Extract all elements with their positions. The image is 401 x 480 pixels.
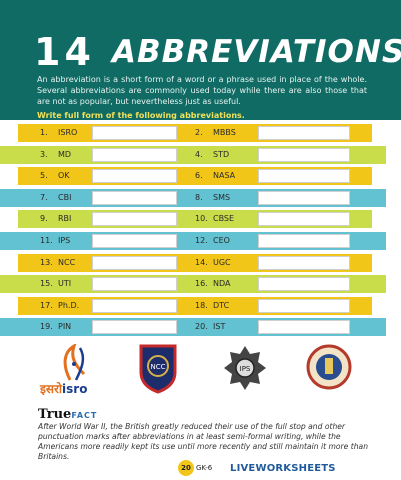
item-number: 7. <box>40 192 48 202</box>
isro-wordmark: इसरोisro <box>40 382 87 396</box>
table-row: 9. RBI 10. CBSE <box>18 210 372 229</box>
table-row: 5. OK 6. NASA <box>18 167 372 186</box>
abbreviation-label: CBI <box>58 192 72 202</box>
item-number: 15. <box>40 279 53 289</box>
item-number: 18. <box>195 300 208 310</box>
item-number: 20. <box>195 322 208 332</box>
ncc-emblem-icon: NCC <box>139 344 177 394</box>
table-row: 7. CBI 8. SMS <box>0 188 386 207</box>
page-label: GK-6 <box>196 464 213 472</box>
answer-box[interactable] <box>92 212 177 227</box>
answer-box[interactable] <box>258 255 350 270</box>
answer-box[interactable] <box>92 234 177 248</box>
answer-box[interactable] <box>92 190 177 205</box>
item-number: 12. <box>195 236 208 245</box>
item-number: 4. <box>195 149 203 159</box>
abbreviation-label: CEO <box>213 236 230 245</box>
svg-text:IPS: IPS <box>240 365 251 373</box>
true-fact-text: After World War II, the British greatly … <box>38 422 369 461</box>
abbreviation-label: STD <box>213 149 230 159</box>
answer-box[interactable] <box>258 169 350 184</box>
true-fact-heading: TrueFACT <box>38 408 97 423</box>
isro-hindi: इसरो <box>40 382 63 396</box>
item-number: 19. <box>40 322 53 332</box>
item-number: 1. <box>40 128 48 137</box>
item-number: 16. <box>195 279 208 289</box>
page-number: 20 <box>178 460 194 476</box>
cbi-emblem-icon <box>306 344 352 390</box>
table-row: 17. Ph.D. 18. DTC <box>18 296 372 315</box>
abbreviation-label: IPS <box>58 236 71 245</box>
table-row: 1. ISRO 2. MBBS <box>18 124 372 142</box>
abbreviation-label: RBI <box>58 214 72 224</box>
abbreviation-label: UGC <box>213 257 231 267</box>
abbreviation-label: SMS <box>213 192 231 202</box>
item-number: 13. <box>40 257 53 267</box>
answer-box[interactable] <box>258 277 350 292</box>
page-footer: 20 GK-6 <box>178 460 212 476</box>
abbreviation-label: NASA <box>213 171 236 181</box>
abbreviation-label: MBBS <box>213 128 236 137</box>
true-word: True <box>38 407 72 422</box>
abbreviation-label: UTI <box>58 279 72 289</box>
abbreviation-label: ISRO <box>58 128 78 137</box>
answer-box[interactable] <box>92 147 177 162</box>
item-number: 2. <box>195 128 203 137</box>
title-number: 14 <box>34 30 95 74</box>
abbreviation-label: MD <box>58 149 72 159</box>
abbreviation-label: PIN <box>58 322 72 332</box>
table-row: 15. UTI 16. NDA <box>0 275 386 294</box>
table-row: 19. PIN 20. IST <box>0 318 386 337</box>
item-number: 8. <box>195 192 203 202</box>
answer-box[interactable] <box>258 147 350 162</box>
abbreviation-label: NDA <box>213 279 231 289</box>
answer-box[interactable] <box>258 234 350 248</box>
item-number: 14. <box>195 257 208 267</box>
answer-box[interactable] <box>92 169 177 184</box>
answer-box[interactable] <box>92 298 177 313</box>
item-number: 11. <box>40 236 53 245</box>
header-banner: 14 ABBREVIATIONS An abbreviation is a sh… <box>0 0 401 120</box>
isro-english: isro <box>62 382 88 396</box>
instruction-text: Write full form of the following abbrevi… <box>37 111 245 120</box>
item-number: 9. <box>40 214 48 224</box>
svg-text:NCC: NCC <box>150 363 165 371</box>
answer-box[interactable] <box>258 320 350 335</box>
table-row: 3. MD 4. STD <box>0 145 386 164</box>
table-row: 13. NCC 14. UGC <box>18 253 372 272</box>
abbreviation-label: IST <box>213 322 226 332</box>
answer-box[interactable] <box>92 126 177 140</box>
abbreviation-label: NCC <box>58 257 76 267</box>
abbreviation-label: Ph.D. <box>58 300 80 310</box>
item-number: 5. <box>40 171 48 181</box>
answer-box[interactable] <box>92 277 177 292</box>
item-number: 3. <box>40 149 48 159</box>
abbreviation-label: DTC <box>213 300 230 310</box>
abbreviation-label: OK <box>58 171 70 181</box>
answer-box[interactable] <box>258 126 350 140</box>
emblems-strip: NCC IPS <box>0 340 401 410</box>
table-row: 11. IPS 12. CEO <box>0 232 386 250</box>
liveworksheets-brand: LIVEWORKSHEETS <box>230 463 336 474</box>
answer-box[interactable] <box>258 298 350 313</box>
answer-box[interactable] <box>92 255 177 270</box>
answer-box[interactable] <box>258 212 350 227</box>
police-emblem-icon: IPS <box>224 346 266 390</box>
title-word: ABBREVIATIONS <box>112 34 401 70</box>
item-number: 6. <box>195 171 203 181</box>
fact-word: FACT <box>71 411 98 420</box>
abbreviation-label: CBSE <box>213 214 235 224</box>
answer-box[interactable] <box>258 190 350 205</box>
answer-box[interactable] <box>92 320 177 335</box>
isro-logo-icon <box>63 344 86 381</box>
item-number: 10. <box>195 214 208 224</box>
intro-paragraph: An abbreviation is a short form of a wor… <box>37 75 367 106</box>
item-number: 17. <box>40 300 53 310</box>
